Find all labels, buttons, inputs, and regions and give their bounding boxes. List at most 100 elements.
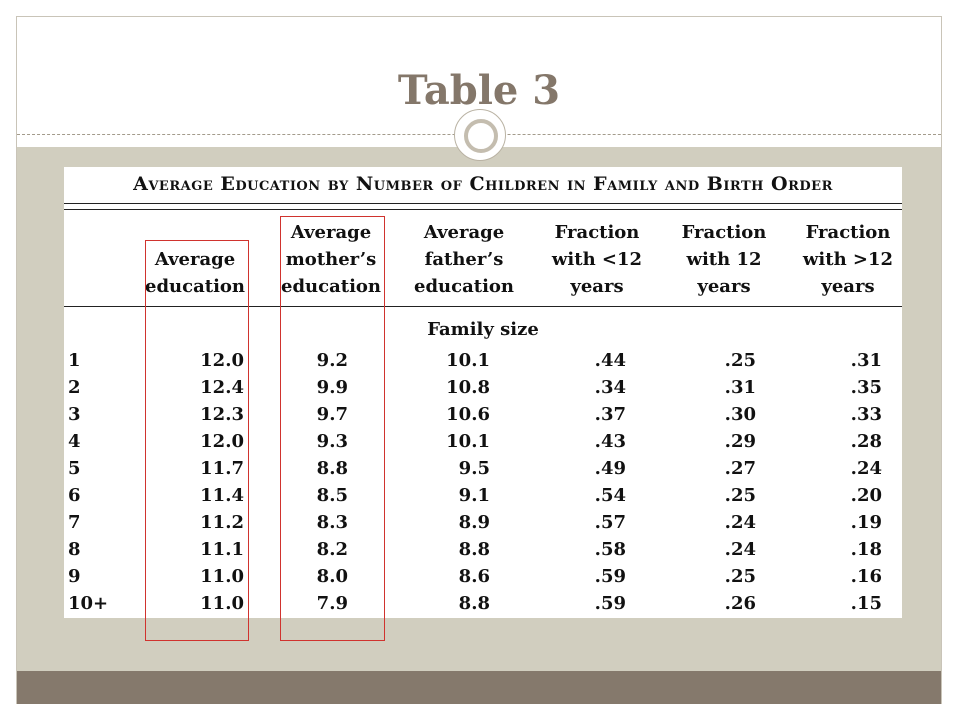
header-line: years [570,276,624,297]
table-cell: 11.0 [200,593,244,614]
table-cell: .18 [850,539,882,560]
table-cell: .27 [724,458,756,479]
table-cell: .24 [724,512,756,533]
header-fraction-12: Fraction with 12 years [670,219,778,300]
header-line: father’s [424,249,504,270]
table-cell: .29 [724,431,756,452]
table-row: 2 12.4 9.9 10.8 .34 .31 .35 [64,374,902,401]
circle-ornament-icon [454,109,506,161]
header-line: Fraction [554,222,640,243]
table-cell: 8.0 [316,566,348,587]
header-line: mother’s [285,249,377,270]
table-row: 5 11.7 8.8 9.5 .49 .27 .24 [64,455,902,482]
table-cell: .59 [594,593,626,614]
table-cell: .33 [850,404,882,425]
table-cell: 8.2 [316,539,348,560]
table-cell: 2 [68,377,81,398]
table-cell: 3 [68,404,81,425]
table-cell: .15 [850,593,882,614]
education-table: Average Education by Number of Children … [64,167,902,618]
header-average-fathers-education: Average father’s education [406,219,522,300]
table-cell: 9 [68,566,81,587]
table-cell: 10.1 [446,431,490,452]
table-cell: 9.1 [458,485,490,506]
table-cell: 8.8 [458,593,490,614]
table-cell: 8.3 [316,512,348,533]
table-cell: 12.0 [200,431,244,452]
mothers-education-highlight-box [280,216,385,641]
table-cell: 8.9 [458,512,490,533]
table-cell: 11.1 [200,539,244,560]
footer-bar [17,671,941,704]
table-cell: 6 [68,485,81,506]
table-cell: 11.4 [200,485,244,506]
header-average-education: Average education [140,246,250,300]
table-row: 1 12.0 9.2 10.1 .44 .25 .31 [64,347,902,374]
table-cell: .31 [724,377,756,398]
table-cell: .24 [724,539,756,560]
table-row: 8 11.1 8.2 8.8 .58 .24 .18 [64,536,902,563]
table-cell: 9.3 [316,431,348,452]
table-cell: 9.7 [316,404,348,425]
table-cell: 12.3 [200,404,244,425]
header-line: Average [423,222,505,243]
table-cell: 10+ [68,593,109,614]
table-cell: .19 [850,512,882,533]
header-line: with 12 [686,249,762,270]
table-cell: 5 [68,458,81,479]
table-cell: .26 [724,593,756,614]
table-cell: .35 [850,377,882,398]
table-cell: .37 [594,404,626,425]
table-cell: .16 [850,566,882,587]
header-line: with >12 [802,249,894,270]
header-line: Average [290,222,372,243]
table-rule-top [64,203,902,204]
header-line: with <12 [551,249,643,270]
table-cell: .49 [594,458,626,479]
table-cell: .34 [594,377,626,398]
table-cell: 12.4 [200,377,244,398]
table-cell: .24 [850,458,882,479]
table-cell: .59 [594,566,626,587]
table-cell: .25 [724,566,756,587]
table-cell: .20 [850,485,882,506]
table-cell: .25 [724,350,756,371]
table-cell: 9.9 [316,377,348,398]
table-cell: 9.5 [458,458,490,479]
table-cell: .43 [594,431,626,452]
table-cell: .58 [594,539,626,560]
header-line: years [821,276,875,297]
table-cell: 7.9 [316,593,348,614]
header-line: years [697,276,751,297]
table-row: 10+ 11.0 7.9 8.8 .59 .26 .15 [64,590,902,617]
average-education-highlight-box [145,240,249,641]
table-cell: 8.8 [316,458,348,479]
table-cell: 8.6 [458,566,490,587]
header-fraction-less-than-12: Fraction with <12 years [542,219,652,300]
table-cell: 8.8 [458,539,490,560]
table-cell: 11.0 [200,566,244,587]
table-body: 1 12.0 9.2 10.1 .44 .25 .31 2 12.4 9.9 1… [64,347,902,617]
header-line: Average [154,249,236,270]
header-line: education [414,276,514,297]
table-cell: 9.2 [316,350,348,371]
header-line: education [145,276,245,297]
table-cell: 4 [68,431,81,452]
table-cell: .30 [724,404,756,425]
header-line: Fraction [681,222,767,243]
table-cell: 10.6 [446,404,490,425]
table-cell: .54 [594,485,626,506]
table-row: 3 12.3 9.7 10.6 .37 .30 .33 [64,401,902,428]
table-cell: 10.8 [446,377,490,398]
header-fraction-more-than-12: Fraction with >12 years [794,219,902,300]
table-cell: .25 [724,485,756,506]
table-cell: 8 [68,539,81,560]
table-cell: 12.0 [200,350,244,371]
section-label: Family size [427,319,539,340]
table-cell: 11.7 [200,458,244,479]
table-cell: .44 [594,350,626,371]
table-cell: 1 [68,350,81,371]
header-line: Fraction [805,222,891,243]
table-cell: .31 [850,350,882,371]
table-cell: 11.2 [200,512,244,533]
